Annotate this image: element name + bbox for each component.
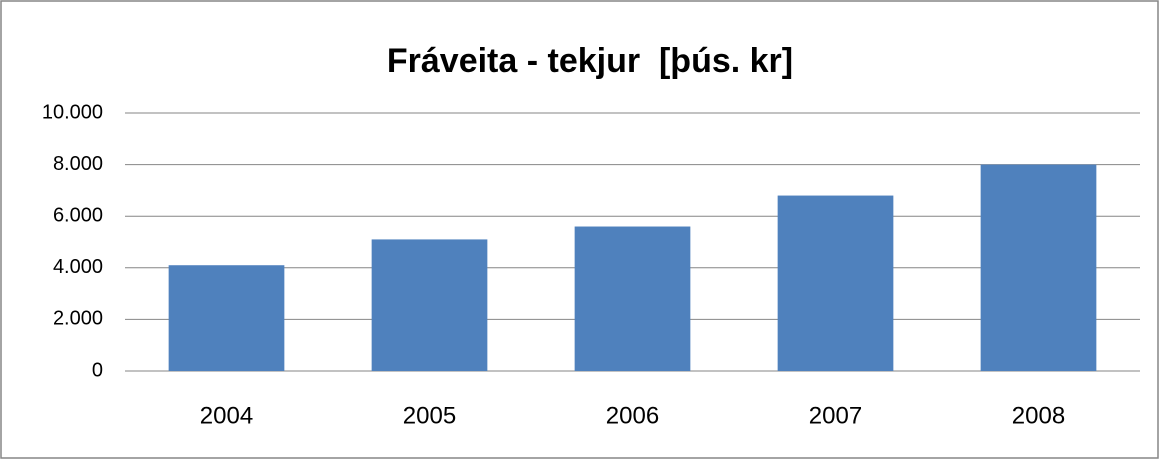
- x-tick-label: 2008: [1012, 402, 1065, 429]
- y-tick-label: 6.000: [53, 204, 103, 226]
- y-tick-label: 8.000: [53, 153, 103, 175]
- y-tick-label: 10.000: [42, 101, 103, 123]
- chart-title: Fráveita - tekjur [þús. kr]: [387, 42, 793, 80]
- x-tick-label: 2005: [403, 402, 456, 429]
- y-tick-label: 2.000: [53, 308, 103, 330]
- x-tick-label: 2006: [606, 402, 659, 429]
- bar: [574, 226, 691, 371]
- x-tick-label: 2007: [809, 402, 862, 429]
- bar: [168, 265, 285, 371]
- y-tick-label: 0: [92, 359, 103, 381]
- bar: [371, 239, 488, 371]
- bar: [980, 164, 1097, 371]
- y-tick-label: 4.000: [53, 256, 103, 278]
- x-tick-label: 2004: [200, 402, 253, 429]
- bar: [777, 195, 894, 371]
